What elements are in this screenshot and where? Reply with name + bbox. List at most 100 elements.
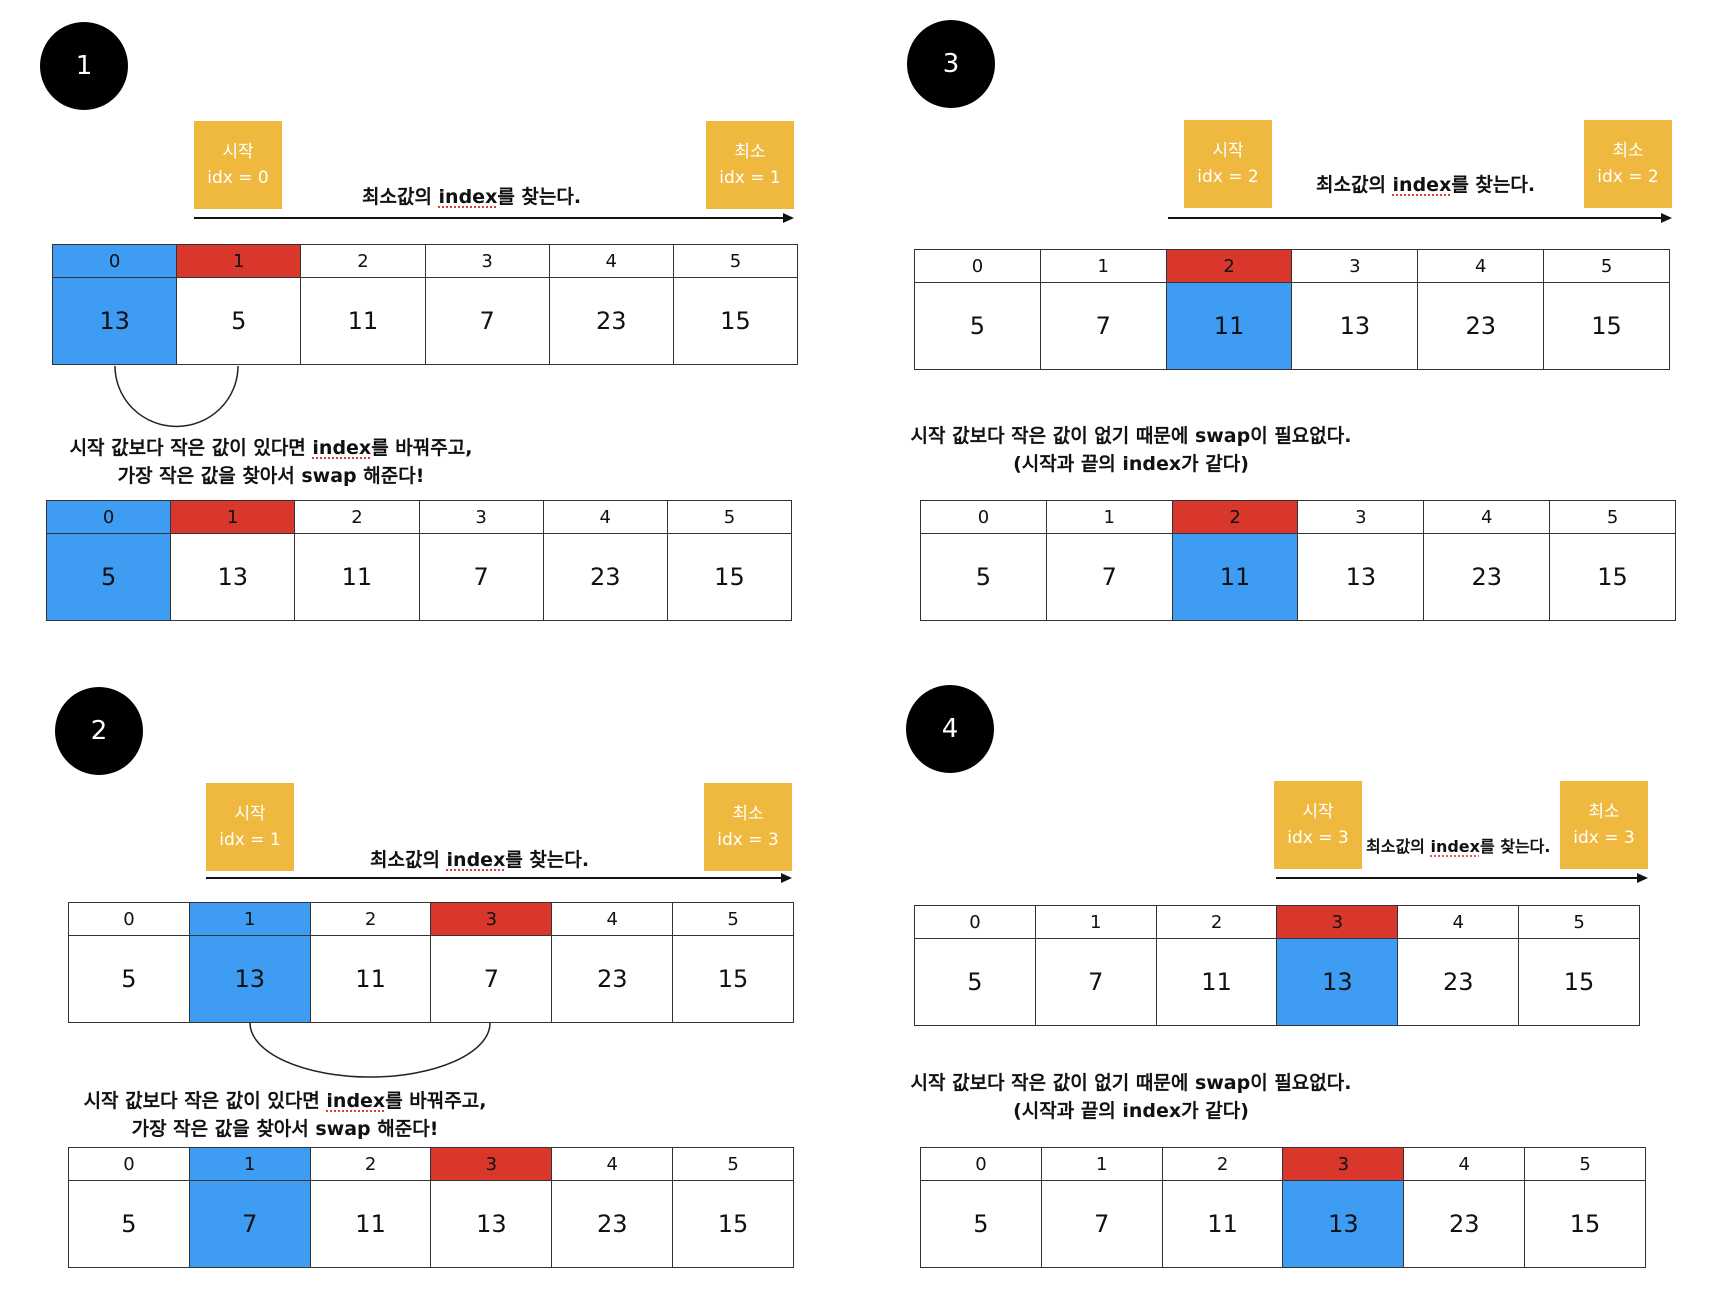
- value-cell: 23: [1424, 534, 1551, 620]
- value-row: 5 13 11 7 23 15: [69, 936, 793, 1022]
- value-cell: 13: [1277, 939, 1399, 1025]
- panel-step-3: 3 시작 idx = 2 최소 idx = 2 최소값의 index를 찾는다.…: [862, 0, 1724, 645]
- value-cell: 7: [1036, 939, 1157, 1025]
- min-tag-title: 최소: [1612, 141, 1644, 161]
- index-row: 0 1 2 3 4 5: [69, 903, 793, 936]
- start-tag-idx: idx = 1: [219, 830, 281, 850]
- note-line-2: 가장 작은 값을 찾아서 swap 해준다!: [131, 1118, 439, 1140]
- value-cell: 7: [1042, 1181, 1163, 1267]
- value-row: 5 7 11 13 23 15: [921, 534, 1675, 620]
- start-tag-title: 시작: [1302, 802, 1334, 822]
- index-cell: 3: [1277, 906, 1399, 938]
- value-cell: 13: [1283, 1181, 1405, 1267]
- value-row: 5 13 11 7 23 15: [47, 534, 791, 620]
- value-cell: 23: [1418, 283, 1545, 369]
- min-tag-title: 최소: [732, 804, 764, 824]
- index-row: 0 1 2 3 4 5: [47, 501, 791, 534]
- value-cell: 7: [426, 278, 550, 364]
- min-tag-idx: idx = 2: [1597, 167, 1659, 187]
- value-row: 5 7 11 13 23 15: [915, 939, 1639, 1025]
- index-cell: 4: [552, 903, 674, 935]
- index-cell: 3: [1292, 250, 1419, 282]
- index-cell: 0: [921, 1148, 1042, 1180]
- value-cell: 11: [1163, 1181, 1284, 1267]
- index-cell: 0: [69, 1148, 190, 1180]
- index-cell: 2: [311, 1148, 432, 1180]
- value-cell: 15: [1569, 1210, 1601, 1238]
- scan-arrow: [194, 213, 794, 223]
- panel-step-2: 2 시작 idx = 1 최소 idx = 3 최소값의 index를 찾는다.…: [0, 645, 862, 1290]
- min-tag-title: 최소: [734, 142, 766, 162]
- note-line-1: 시작 값보다 작은 값이 없기 때문에 swap이 필요없다.: [910, 425, 1352, 447]
- index-cell: 3: [1283, 1148, 1405, 1180]
- index-cell: 4: [544, 501, 668, 533]
- swap-arc: [114, 365, 239, 428]
- value-row: 13 5 11 7 23 15: [53, 278, 797, 364]
- index-cell: 5: [1606, 506, 1619, 528]
- start-tag-title: 시작: [234, 804, 266, 824]
- index-cell: 0: [915, 906, 1036, 938]
- panel-step-4: 4 시작 idx = 3 최소 idx = 3 최소값의 index를 찾는다.…: [862, 645, 1724, 1290]
- array-after: 0 1 2 3 4 5 5 7 11 13 23 15: [920, 1147, 1646, 1268]
- index-cell: 2: [1163, 1148, 1284, 1180]
- value-cell: 23: [1404, 1181, 1526, 1267]
- index-cell: 5: [727, 908, 739, 930]
- value-cell: 5: [69, 1181, 190, 1267]
- value-cell: 13: [171, 534, 296, 620]
- index-row: 0 1 2 3 4 5: [53, 245, 797, 278]
- min-tag: 최소 idx = 1: [706, 121, 794, 209]
- value-row: 5 7 11 13 23 15: [921, 1181, 1645, 1267]
- index-cell: 5: [1600, 255, 1613, 277]
- value-cell: 11: [295, 534, 420, 620]
- step-badge: 4: [906, 685, 994, 773]
- min-tag: 최소 idx = 3: [1560, 781, 1648, 869]
- index-cell: 3: [1298, 501, 1425, 533]
- value-cell: 11: [1172, 534, 1299, 620]
- no-swap-note: 시작 값보다 작은 값이 없기 때문에 swap이 필요없다. (시작과 끝의 …: [906, 1069, 1356, 1125]
- index-cell: 3: [420, 501, 544, 533]
- min-tag-title: 최소: [1588, 802, 1620, 822]
- value-cell: 7: [1047, 534, 1173, 620]
- index-cell: 3: [426, 245, 550, 277]
- index-cell: 5: [727, 1153, 739, 1175]
- value-cell: 15: [720, 307, 751, 335]
- min-tag-idx: idx = 3: [717, 830, 779, 850]
- value-cell: 5: [915, 939, 1036, 1025]
- value-cell: 7: [420, 534, 544, 620]
- value-cell: 15: [1597, 563, 1628, 591]
- start-tag: 시작 idx = 3: [1274, 781, 1362, 869]
- value-cell: 15: [714, 563, 745, 591]
- index-cell: 0: [915, 250, 1041, 282]
- value-cell: 23: [552, 1181, 674, 1267]
- scan-arrow: [1276, 873, 1648, 883]
- min-tag: 최소 idx = 2: [1584, 120, 1672, 208]
- find-min-label: 최소값의 index를 찾는다.: [1316, 174, 1536, 196]
- index-cell: 3: [431, 1148, 553, 1180]
- swap-note: 시작 값보다 작은 값이 있다면 index를 바꿔주고, 가장 작은 값을 찾…: [70, 1087, 500, 1143]
- index-cell: 2: [301, 245, 426, 277]
- value-cell: 13: [431, 1181, 553, 1267]
- index-cell: 1: [1041, 250, 1167, 282]
- value-cell: 11: [1157, 939, 1278, 1025]
- value-cell: 5: [177, 278, 302, 364]
- min-tag-idx: idx = 1: [719, 168, 781, 188]
- swap-arc: [249, 1022, 491, 1078]
- index-row: 0 1 2 3 4 5: [921, 501, 1675, 534]
- min-tag-idx: idx = 3: [1573, 828, 1635, 848]
- array-after: 0 1 2 3 4 5 5 7 11 13 23 15: [68, 1147, 794, 1268]
- value-cell: 5: [921, 534, 1047, 620]
- note-line-2: 가장 작은 값을 찾아서 swap 해준다!: [117, 465, 425, 487]
- value-cell: 13: [53, 278, 178, 364]
- index-cell: 2: [1172, 501, 1299, 533]
- value-cell: 11: [1166, 283, 1293, 369]
- index-cell: 3: [431, 903, 553, 935]
- index-cell: 5: [1579, 1153, 1591, 1175]
- index-cell: 1: [177, 245, 302, 277]
- value-cell: 5: [47, 534, 172, 620]
- array-before: 0 1 2 3 4 5 13 5 11 7 23 15: [52, 244, 798, 365]
- index-cell: 1: [189, 1148, 311, 1180]
- panel-step-1: 1 시작 idx = 0 최소 idx = 1 최소값의 index를 찾는다.…: [0, 0, 862, 645]
- scan-arrow: [1168, 213, 1672, 223]
- start-tag-idx: idx = 2: [1197, 167, 1259, 187]
- value-cell: 7: [189, 1181, 311, 1267]
